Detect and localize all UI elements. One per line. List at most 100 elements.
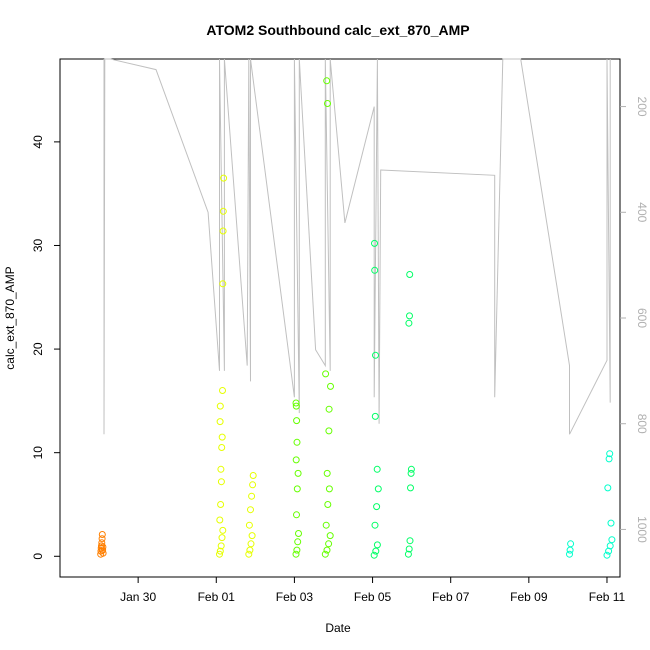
data-point — [292, 456, 300, 464]
data-point — [404, 550, 412, 558]
data-point — [405, 545, 413, 553]
data-point — [566, 550, 573, 558]
y-tick-label: 30 — [31, 238, 45, 252]
data-point — [323, 77, 331, 85]
data-point — [604, 484, 612, 492]
right-tick-label: 200 — [635, 97, 649, 117]
data-point — [371, 521, 379, 529]
x-axis: Jan 30 Feb 01 Feb 03 Feb 05 Feb 07 Feb 09 Feb … — [120, 577, 626, 604]
data-point — [606, 450, 614, 458]
data-point — [97, 547, 105, 555]
data-point — [371, 266, 379, 274]
data-point — [406, 312, 413, 320]
data-point — [405, 319, 413, 327]
data-point — [98, 539, 106, 547]
x-tick-label: Feb 11 — [589, 590, 626, 604]
data-point — [245, 550, 253, 558]
data-point — [373, 503, 381, 511]
right-tick-label: 400 — [635, 202, 649, 222]
data-point — [217, 501, 225, 508]
data-point — [373, 541, 381, 549]
data-point — [608, 536, 616, 544]
chart-title: ATOM2 Southbound calc_ext_870_AMP — [206, 22, 469, 38]
data-point — [327, 382, 334, 390]
data-point — [325, 485, 333, 493]
plot-frame — [59, 58, 621, 578]
right-tick-label: 1000 — [635, 516, 649, 543]
data-point — [407, 465, 415, 473]
data-point — [294, 469, 302, 477]
data-point — [248, 492, 256, 500]
x-axis-label: Date — [325, 621, 351, 635]
data-point — [295, 530, 302, 537]
data-point — [406, 271, 414, 278]
data-point — [246, 546, 254, 554]
data-point — [245, 521, 253, 529]
data-point — [406, 537, 414, 545]
data-point — [325, 427, 333, 435]
data-point — [606, 542, 614, 550]
data-point — [293, 511, 300, 519]
data-point — [326, 532, 334, 540]
data-point — [607, 519, 615, 527]
data-point — [218, 433, 226, 441]
right-tick-label: 800 — [635, 414, 649, 434]
altitude-line-layer — [103, 58, 611, 435]
data-point — [293, 485, 301, 493]
data-point — [218, 534, 226, 542]
data-point — [324, 100, 331, 107]
data-point — [374, 485, 382, 493]
data-point — [566, 546, 574, 554]
data-point — [372, 351, 379, 359]
x-tick-label: Feb 03 — [276, 590, 314, 604]
data-point — [98, 542, 105, 550]
data-point — [370, 551, 378, 559]
data-point — [218, 444, 226, 451]
y-tick-label: 10 — [31, 446, 45, 460]
y-tick-label: 0 — [31, 553, 45, 560]
data-point — [325, 405, 333, 413]
data-point — [216, 402, 224, 410]
data-point — [407, 469, 415, 477]
data-point — [216, 418, 224, 426]
x-tick-label: Feb 07 — [432, 590, 470, 604]
data-point — [249, 481, 257, 489]
data-point — [247, 540, 255, 548]
data-point — [371, 239, 378, 247]
data-point — [220, 174, 228, 182]
data-point — [323, 546, 331, 554]
altitude-line — [103, 58, 611, 435]
data-point — [293, 546, 301, 554]
data-point — [219, 387, 226, 394]
data-point — [217, 542, 225, 550]
data-point — [99, 549, 107, 557]
data-point — [325, 540, 333, 548]
data-point — [219, 227, 227, 235]
data-point — [293, 417, 301, 425]
data-point — [293, 438, 301, 446]
data-point — [249, 472, 257, 479]
data-point — [323, 469, 331, 477]
data-point — [603, 551, 611, 559]
right-tick-label: 600 — [635, 308, 649, 328]
x-tick-label: Feb 01 — [198, 590, 236, 604]
data-point — [321, 550, 329, 558]
data-point — [248, 532, 256, 540]
y-tick-label: 20 — [31, 342, 45, 356]
data-point — [292, 550, 300, 558]
x-tick-label: Feb 09 — [510, 590, 548, 604]
data-point — [216, 547, 224, 555]
data-point — [322, 370, 330, 378]
data-point — [216, 550, 223, 558]
data-point — [372, 547, 380, 555]
data-point — [371, 412, 379, 420]
data-point — [247, 506, 254, 514]
y-tick-label: 40 — [31, 135, 45, 149]
data-point — [217, 465, 225, 473]
data-point — [322, 521, 330, 529]
data-point — [324, 501, 332, 508]
data-point — [292, 402, 300, 410]
data-point — [407, 484, 414, 492]
x-tick-label: Jan 30 — [120, 590, 156, 604]
